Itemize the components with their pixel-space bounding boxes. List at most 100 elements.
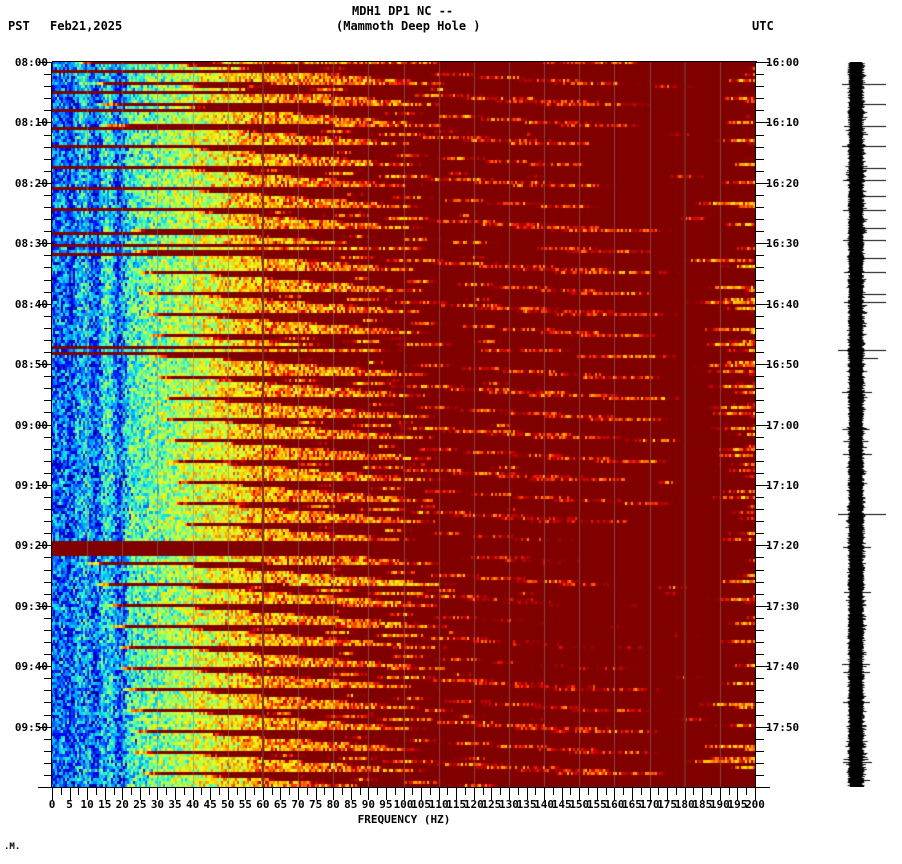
date-label: Feb21,2025 [50, 19, 123, 33]
time-tick-right [756, 751, 764, 752]
time-tick-left [44, 328, 52, 329]
time-tick-right [756, 159, 764, 160]
freq-tick [280, 788, 281, 800]
time-tick-right [756, 509, 764, 510]
time-tick-right [756, 340, 764, 341]
time-tick-right [756, 473, 764, 474]
time-label-left-08:10: 08:10 [14, 116, 48, 129]
freq-tick [632, 788, 633, 800]
freq-tick [527, 788, 528, 800]
time-tick-left [38, 425, 52, 426]
time-tick-left [38, 364, 52, 365]
freq-tick [96, 788, 97, 795]
freq-tick [263, 788, 264, 800]
time-tick-right [756, 594, 764, 595]
time-label-left-09:00: 09:00 [14, 419, 48, 432]
time-tick-left [44, 207, 52, 208]
time-tick-left [44, 751, 52, 752]
freq-tick [114, 788, 115, 795]
time-tick-right [756, 412, 764, 413]
freq-tick [316, 788, 317, 800]
time-tick-right [756, 787, 770, 788]
freq-label-20: 20 [115, 798, 129, 811]
time-tick-right [756, 425, 770, 426]
seismogram-trace-panel[interactable] [838, 62, 886, 787]
freq-tick [483, 788, 484, 795]
time-tick-left [44, 280, 52, 281]
freq-label-105: 105 [411, 798, 431, 811]
freq-tick [386, 788, 387, 800]
time-tick-right [756, 243, 770, 244]
time-tick-right [756, 364, 770, 365]
freq-tick [430, 788, 431, 795]
freq-tick [193, 788, 194, 800]
time-tick-left [44, 715, 52, 716]
freq-tick [87, 788, 88, 800]
time-tick-left [44, 388, 52, 389]
time-tick-left [44, 618, 52, 619]
time-tick-left [44, 509, 52, 510]
freq-label-55: 55 [238, 798, 252, 811]
freq-tick [544, 788, 545, 800]
freq-label-10: 10 [80, 798, 94, 811]
freq-tick [588, 788, 589, 795]
freq-tick [570, 788, 571, 795]
time-label-left-09:20: 09:20 [14, 539, 48, 552]
time-label-right-17:50: 17:50 [766, 721, 800, 734]
freq-label-185: 185 [692, 798, 713, 811]
time-tick-right [756, 171, 764, 172]
time-label-right-16:20: 16:20 [766, 177, 800, 190]
time-tick-right [756, 461, 764, 462]
freq-tick [606, 788, 607, 795]
freq-label-120: 120 [463, 798, 484, 811]
time-tick-left [44, 400, 52, 401]
freq-label-90: 90 [361, 798, 375, 811]
time-tick-left [44, 642, 52, 643]
frequency-axis-title-text: FREQUENCY (HZ) [357, 813, 451, 826]
freq-tick [131, 788, 132, 795]
time-tick-right [756, 727, 770, 728]
freq-tick [307, 788, 308, 795]
freq-tick [184, 788, 185, 795]
time-label-left-09:30: 09:30 [14, 600, 48, 613]
time-label-left-08:00: 08:00 [14, 56, 48, 69]
spectrogram-plot[interactable] [52, 62, 755, 787]
freq-tick [298, 788, 299, 800]
freq-tick [377, 788, 378, 795]
time-tick-left [44, 195, 52, 196]
plot-border-top [52, 61, 757, 62]
freq-tick [412, 788, 413, 795]
time-tick-left [44, 147, 52, 148]
time-tick-left [44, 74, 52, 75]
time-label-right-16:10: 16:10 [766, 116, 800, 129]
time-tick-right [756, 763, 764, 764]
freq-label-150: 150 [569, 798, 590, 811]
time-tick-right [756, 255, 764, 256]
time-tick-right [756, 292, 764, 293]
time-tick-right [756, 304, 770, 305]
freq-tick [465, 788, 466, 795]
time-tick-right [756, 775, 764, 776]
time-tick-left [44, 763, 52, 764]
time-tick-left [44, 630, 52, 631]
time-tick-right [756, 533, 764, 534]
time-tick-left [44, 86, 52, 87]
time-tick-right [756, 86, 764, 87]
freq-label-30: 30 [150, 798, 165, 811]
freq-tick [535, 788, 536, 795]
time-tick-right [756, 690, 764, 691]
freq-label-135: 135 [516, 798, 537, 811]
time-tick-right [756, 267, 764, 268]
time-tick-right [756, 98, 764, 99]
freq-tick [579, 788, 580, 800]
time-tick-left [38, 183, 52, 184]
time-label-left-08:20: 08:20 [14, 177, 48, 190]
freq-tick [272, 788, 273, 795]
freq-tick [597, 788, 598, 800]
freq-label-40: 40 [185, 798, 200, 811]
time-tick-left [44, 340, 52, 341]
freq-label-145: 145 [551, 798, 572, 811]
time-tick-right [756, 376, 764, 377]
freq-tick [509, 788, 510, 800]
plot-border-bottom [52, 787, 757, 788]
